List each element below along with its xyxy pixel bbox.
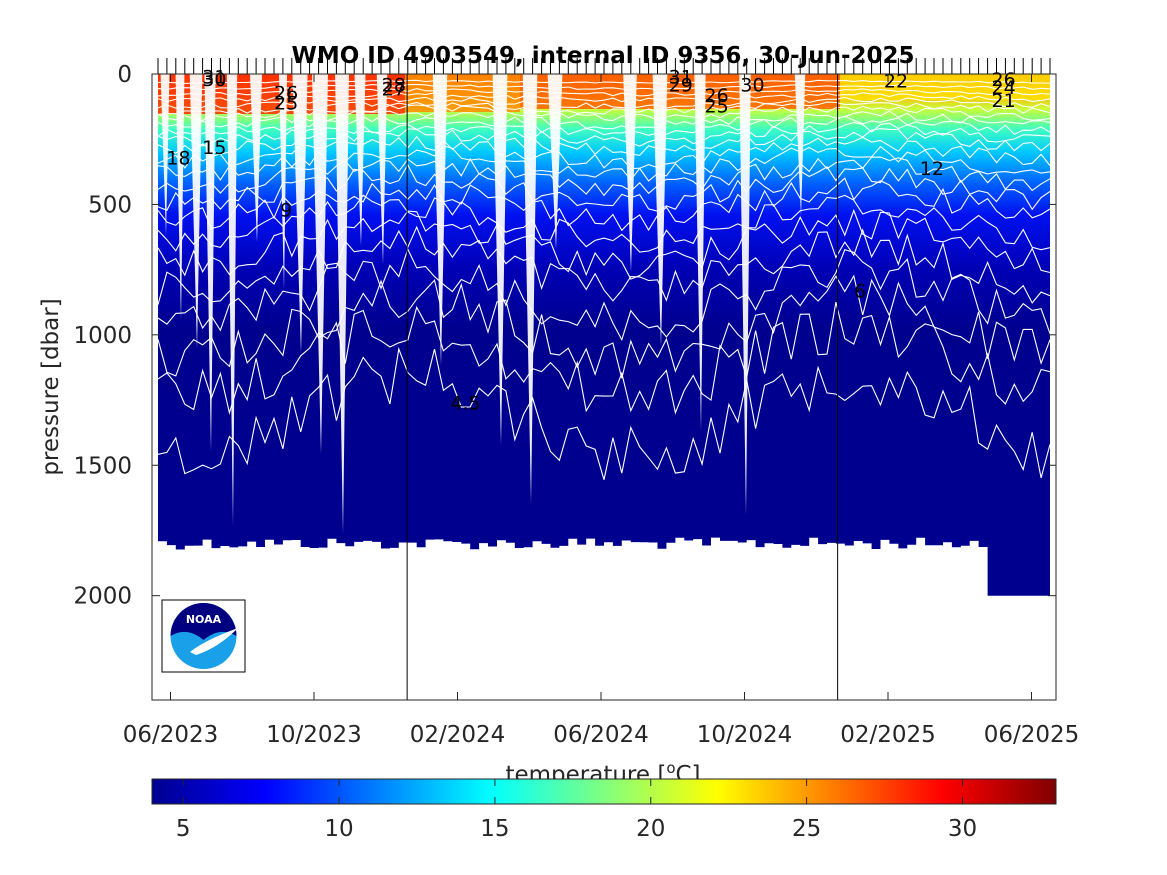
y-tick-label: 1000 xyxy=(73,323,132,349)
x-tick-label: 06/2025 xyxy=(984,722,1080,748)
isotherm xyxy=(157,88,1051,97)
temperature-field xyxy=(158,74,1050,596)
logo-text: NOAA xyxy=(186,613,222,626)
isotherm xyxy=(157,346,1051,480)
colorbar xyxy=(151,778,1057,805)
x-tick-label: 02/2025 xyxy=(840,722,936,748)
x-tick-label: 06/2023 xyxy=(123,722,219,748)
isotherm xyxy=(157,274,1051,379)
isotherm xyxy=(157,247,1051,342)
contour-label: 4.5 xyxy=(450,393,480,415)
y-axis-label: pressure [dbar] xyxy=(38,298,64,475)
isotherm xyxy=(157,177,1051,232)
isotherm xyxy=(157,128,1051,156)
colorbar-tick-label: 5 xyxy=(176,816,191,842)
isotherm xyxy=(157,194,1051,253)
isotherm xyxy=(157,83,1051,91)
chart-title: WMO ID 4903549, internal ID 9356, 30-Jun… xyxy=(291,43,914,69)
profile-tick-marks xyxy=(157,58,1051,74)
y-tick-label: 1500 xyxy=(73,453,132,479)
contour-label: 26 xyxy=(274,82,298,104)
contour-label: 24 xyxy=(992,77,1016,99)
isotherm xyxy=(157,92,1051,103)
isotherm-lines xyxy=(157,79,1051,480)
axes-box xyxy=(151,73,1057,701)
isotherm xyxy=(157,115,1051,137)
colorbar-tick-label: 30 xyxy=(948,816,977,842)
x-tick-label: 10/2024 xyxy=(697,722,793,748)
colorbar-ticks: 5 10 15 20 25 30 xyxy=(176,779,977,842)
contour-label: 30 xyxy=(202,69,226,91)
contour-label: 21 xyxy=(992,90,1016,112)
isotherm xyxy=(157,156,1051,197)
isotherm xyxy=(157,163,1051,212)
colorbar-tick-label: 15 xyxy=(480,816,509,842)
colorbar-tick-label: 10 xyxy=(324,816,353,842)
noaa-logo: NOAA xyxy=(161,599,246,673)
contour-label: 25 xyxy=(274,93,298,115)
contour-label: 9 xyxy=(280,200,292,222)
isotherm xyxy=(157,301,1051,415)
isotherm xyxy=(157,110,1051,130)
contour-label: 28 xyxy=(382,74,406,96)
contour-label: 18 xyxy=(166,147,190,169)
isotherm xyxy=(157,121,1051,147)
isotherm xyxy=(157,96,1051,109)
y-tick-label: 2000 xyxy=(73,584,132,610)
contour-label: 31 xyxy=(669,67,693,89)
isotherm xyxy=(157,225,1051,305)
x-tick-label: 06/2024 xyxy=(553,722,649,748)
isotherm xyxy=(157,208,1051,280)
x-axis: 06/2023 10/2023 02/2024 06/2024 10/2024 02/20… xyxy=(123,74,1080,748)
isotherm xyxy=(157,79,1051,84)
isotherm xyxy=(157,101,1051,115)
contour-label: 29 xyxy=(669,74,693,96)
year-boundary-lines xyxy=(406,74,839,700)
x-tick-label: 02/2024 xyxy=(410,722,506,748)
contour-label: 22 xyxy=(884,71,908,93)
y-tick-label: 500 xyxy=(88,192,132,218)
colorbar-tick-label: 20 xyxy=(636,816,665,842)
contour-label: 12 xyxy=(920,158,944,180)
contour-label: 30 xyxy=(740,74,764,96)
isotherm xyxy=(157,104,1051,122)
x-tick-label: 10/2023 xyxy=(266,722,362,748)
isotherm xyxy=(157,135,1051,170)
contour-label: 25 xyxy=(705,95,729,117)
y-tick-label: 0 xyxy=(117,62,132,88)
contour-label: 26 xyxy=(992,69,1016,91)
y-axis: 0 500 1000 1500 2000 xyxy=(73,62,1056,610)
contour-label: 27 xyxy=(382,78,406,100)
contour-label: 26 xyxy=(705,85,729,107)
contour-label: 15 xyxy=(202,137,226,159)
contour-label: 6 xyxy=(854,280,866,302)
colorbar-tick-label: 25 xyxy=(792,816,821,842)
